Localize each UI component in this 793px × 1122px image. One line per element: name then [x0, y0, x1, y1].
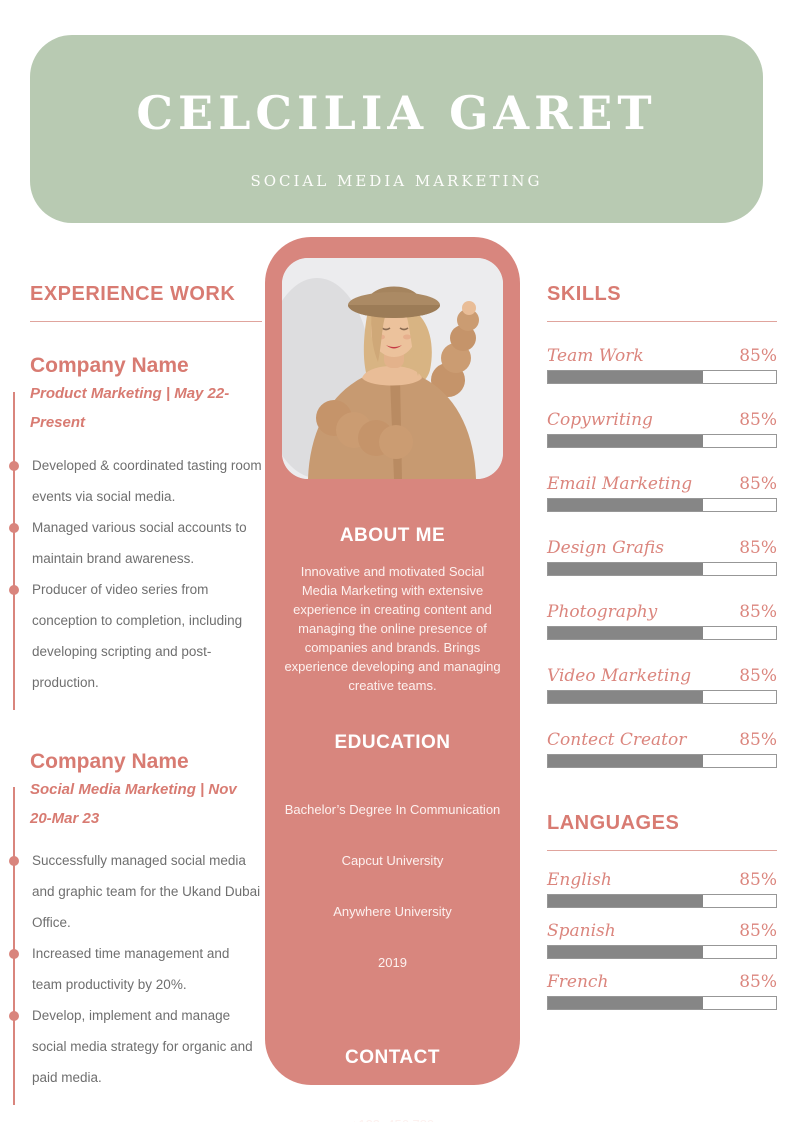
header-banner: CELCILIA GARET SOCIAL MEDIA MARKETING — [30, 35, 763, 223]
skills-section: SKILLS Team Work 85% Copywriting 85% Ema… — [547, 283, 777, 1010]
skill-progress-bar — [547, 562, 777, 576]
skill-progress-fill — [548, 371, 704, 383]
languages-list: English 85% Spanish 85% French 85% — [547, 870, 777, 1010]
company-name: Company Name — [30, 749, 189, 773]
job-bullet: Successfully managed social media and gr… — [9, 845, 262, 938]
person-name: CELCILIA GARET — [136, 86, 657, 140]
job-entry-2: Company Name Social Media Marketing | No… — [9, 749, 262, 1105]
job-bullet: Develop, implement and manage social med… — [9, 1000, 262, 1093]
skill-label: Email Marketing — [547, 474, 693, 494]
education-line: 2019 — [378, 955, 407, 970]
skill-row: Contect Creator 85% — [547, 730, 777, 768]
language-row: Spanish 85% — [547, 921, 777, 959]
skill-progress-fill — [548, 691, 704, 703]
education-line: Capcut University — [341, 853, 444, 868]
job-role: Social Media Marketing | Nov 20-Mar 23 — [30, 780, 237, 827]
language-value: 85% — [739, 870, 777, 890]
language-row: French 85% — [547, 972, 777, 1010]
experience-section: EXPERIENCE WORK Company Name Product Mar… — [9, 283, 262, 1105]
skill-label: Contect Creator — [547, 730, 687, 750]
job-entry-1: Company Name Product Marketing | May 22-… — [9, 354, 262, 710]
skill-row: Email Marketing 85% — [547, 474, 777, 512]
profile-photo-illustration — [282, 258, 503, 479]
skill-value: 85% — [739, 346, 777, 366]
language-progress-bar — [547, 945, 777, 959]
skills-divider — [547, 321, 777, 322]
skill-progress-bar — [547, 498, 777, 512]
language-value: 85% — [739, 972, 777, 992]
languages-divider — [547, 850, 777, 851]
language-progress-fill — [548, 997, 704, 1009]
language-label: English — [547, 870, 612, 890]
profile-card: ABOUT ME Innovative and motivated Social… — [265, 237, 520, 1122]
job-bullet: Increased time management and team produ… — [9, 938, 262, 1000]
about-text: Innovative and motivated Social Media Ma… — [284, 564, 501, 693]
language-label: French — [547, 972, 609, 992]
skills-heading: SKILLS — [547, 283, 622, 305]
skill-progress-bar — [547, 626, 777, 640]
skill-label: Photography — [547, 602, 658, 622]
language-value: 85% — [739, 921, 777, 941]
skill-progress-bar — [547, 754, 777, 768]
skill-value: 85% — [739, 538, 777, 558]
skill-progress-fill — [548, 499, 704, 511]
contact-phone: +123 456 789 — [265, 1116, 520, 1122]
contact-heading: CONTACT — [345, 1047, 440, 1068]
job-bullet: Developed & coordinated tasting room eve… — [9, 450, 262, 512]
language-progress-fill — [548, 895, 704, 907]
skill-label: Copywriting — [547, 410, 653, 430]
skill-label: Video Marketing — [547, 666, 692, 686]
language-progress-fill — [548, 946, 704, 958]
language-progress-bar — [547, 996, 777, 1010]
skill-row: Photography 85% — [547, 602, 777, 640]
company-name: Company Name — [30, 354, 189, 377]
experience-divider — [30, 321, 262, 322]
job-bullet: Producer of video series from conception… — [9, 574, 262, 698]
experience-heading: EXPERIENCE WORK — [30, 283, 236, 305]
contact-lines: +123 456 789 hello@capcut.com @capcut 12… — [265, 1082, 520, 1122]
job-role: Product Marketing | May 22-Present — [30, 385, 230, 432]
education-lines: Bachelor’s Degree In Communication Capcu… — [265, 767, 520, 1005]
skill-label: Design Grafis — [547, 538, 664, 558]
skill-value: 85% — [739, 474, 777, 494]
skill-row: Team Work 85% — [547, 346, 777, 384]
education-heading: EDUCATION — [334, 732, 451, 753]
skill-progress-bar — [547, 370, 777, 384]
language-row: English 85% — [547, 870, 777, 908]
about-heading: ABOUT ME — [339, 525, 446, 546]
skill-progress-bar — [547, 690, 777, 704]
skill-value: 85% — [739, 410, 777, 430]
education-line: Anywhere University — [333, 904, 452, 919]
skill-progress-fill — [548, 435, 704, 447]
skill-progress-fill — [548, 755, 704, 767]
skill-row: Video Marketing 85% — [547, 666, 777, 704]
language-label: Spanish — [547, 921, 616, 941]
skill-label: Team Work — [547, 346, 644, 366]
skills-list: Team Work 85% Copywriting 85% Email Mark… — [547, 346, 777, 768]
job-bullet-list: Successfully managed social media and gr… — [9, 787, 262, 1105]
profile-photo — [282, 258, 503, 479]
job-bullet-list: Developed & coordinated tasting room eve… — [9, 391, 262, 710]
skill-row: Copywriting 85% — [547, 410, 777, 448]
job-bullet: Managed various social accounts to maint… — [9, 512, 262, 574]
education-line: Bachelor’s Degree In Communication — [284, 802, 501, 817]
skill-value: 85% — [739, 602, 777, 622]
job-title: SOCIAL MEDIA MARKETING — [250, 172, 543, 190]
skill-progress-bar — [547, 434, 777, 448]
skill-progress-fill — [548, 627, 704, 639]
languages-heading: LANGUAGES — [547, 812, 680, 834]
skill-row: Design Grafis 85% — [547, 538, 777, 576]
skill-value: 85% — [739, 730, 777, 750]
skill-progress-fill — [548, 563, 704, 575]
skill-value: 85% — [739, 666, 777, 686]
language-progress-bar — [547, 894, 777, 908]
